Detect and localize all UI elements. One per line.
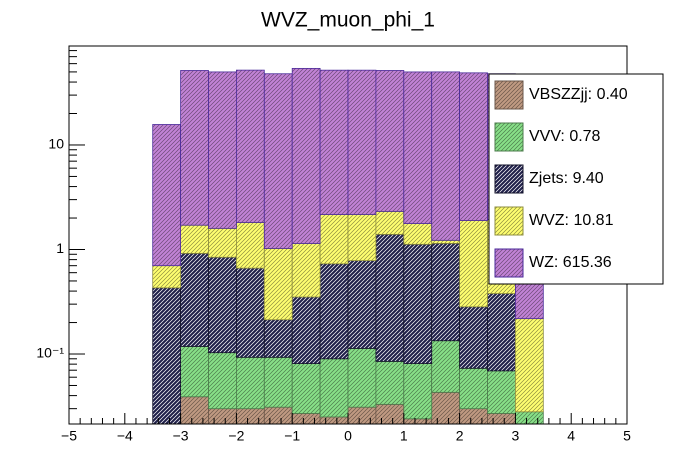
histogram-bar <box>263 319 293 358</box>
chart-title: WVZ_muon_phi_1 <box>261 9 435 32</box>
histogram-bar <box>235 222 265 269</box>
histogram-bar <box>403 243 433 364</box>
histogram-bar <box>208 256 237 354</box>
x-tick-label: 2 <box>456 428 464 444</box>
histogram-bar <box>319 358 349 418</box>
histogram-bar <box>235 356 265 410</box>
x-tick-label: 5 <box>623 428 631 444</box>
legend-swatch <box>494 164 524 194</box>
histogram-bar <box>319 69 349 215</box>
histogram-bar <box>263 356 293 408</box>
x-tick-label: −2 <box>228 428 244 444</box>
histogram-bar <box>263 248 293 321</box>
histogram-bar <box>291 243 321 298</box>
histogram-bar <box>459 367 488 410</box>
histogram-bar <box>487 370 516 414</box>
legend-swatch <box>494 248 524 278</box>
histogram-bar <box>431 239 461 244</box>
x-tick-label: −4 <box>117 428 133 444</box>
x-tick-label: −5 <box>61 428 77 444</box>
histogram-bar <box>459 220 488 308</box>
histogram-bar <box>403 71 433 224</box>
legend-label: WZ: 615.36 <box>529 254 612 271</box>
histogram-bar <box>263 73 293 249</box>
x-tick-label: −3 <box>173 428 189 444</box>
histogram-bar <box>403 223 433 245</box>
histogram-bar <box>347 214 377 261</box>
histogram-stack <box>152 67 544 424</box>
histogram-bar <box>235 267 265 358</box>
histogram-bar <box>403 363 433 420</box>
axes: −5 −4 −3 −2 −1 0 1 2 3 4 5 10⁻¹ 1 10 <box>36 50 631 444</box>
y-tick-label: 10⁻¹ <box>36 345 64 361</box>
histogram-bar <box>208 227 237 258</box>
histogram-bar <box>180 252 209 347</box>
histogram-bar <box>431 71 461 241</box>
histogram-bar <box>208 71 237 229</box>
legend-swatch <box>494 80 524 110</box>
histogram-bar <box>431 242 461 342</box>
legend: VBSZZjj: 0.40 VVV: 0.78 Zjets: 9.40 WVZ: 10… <box>488 73 664 285</box>
histogram-bar <box>180 70 209 226</box>
histogram-bar <box>152 265 181 289</box>
y-tick-label: 10 <box>48 136 64 152</box>
histogram-bar <box>180 346 209 398</box>
x-tick-label: −1 <box>284 428 300 444</box>
y-tick-label: 1 <box>56 240 64 256</box>
histogram-bar <box>319 214 349 265</box>
histogram-bar <box>235 69 265 223</box>
histogram-bar <box>291 296 321 364</box>
histogram-bar <box>152 287 181 424</box>
histogram-bar <box>515 318 544 413</box>
histogram-bar <box>347 69 377 215</box>
x-tick-label: 0 <box>344 428 352 444</box>
histogram-bar <box>291 67 321 244</box>
x-tick-label: 1 <box>400 428 408 444</box>
histogram-bar <box>515 280 544 320</box>
legend-label: Zjets: 9.40 <box>529 170 604 187</box>
histogram-bar <box>375 210 405 235</box>
histogram-bar <box>375 360 405 405</box>
histogram-bar <box>180 224 209 254</box>
histogram-bar <box>459 306 488 369</box>
legend-label: VVV: 0.78 <box>529 128 601 145</box>
legend-swatch <box>494 206 524 236</box>
x-tick-label: 3 <box>512 428 520 444</box>
histogram-bar <box>487 293 516 372</box>
legend-swatch <box>494 122 524 152</box>
histogram-bar <box>152 124 181 267</box>
histogram-bar <box>347 260 377 349</box>
legend-label: VBSZZjj: 0.40 <box>529 86 628 103</box>
histogram-bar <box>347 348 377 408</box>
histogram-bar <box>291 363 321 414</box>
histogram-bar <box>208 352 237 410</box>
histogram-bar <box>459 72 488 221</box>
histogram-bar <box>319 263 349 360</box>
histogram-bar <box>180 396 209 424</box>
histogram-bar <box>375 70 405 212</box>
x-tick-label: 4 <box>567 428 575 444</box>
histogram-bar <box>375 233 405 362</box>
legend-label: WVZ: 10.81 <box>529 212 614 229</box>
histogram-bar <box>431 340 461 393</box>
